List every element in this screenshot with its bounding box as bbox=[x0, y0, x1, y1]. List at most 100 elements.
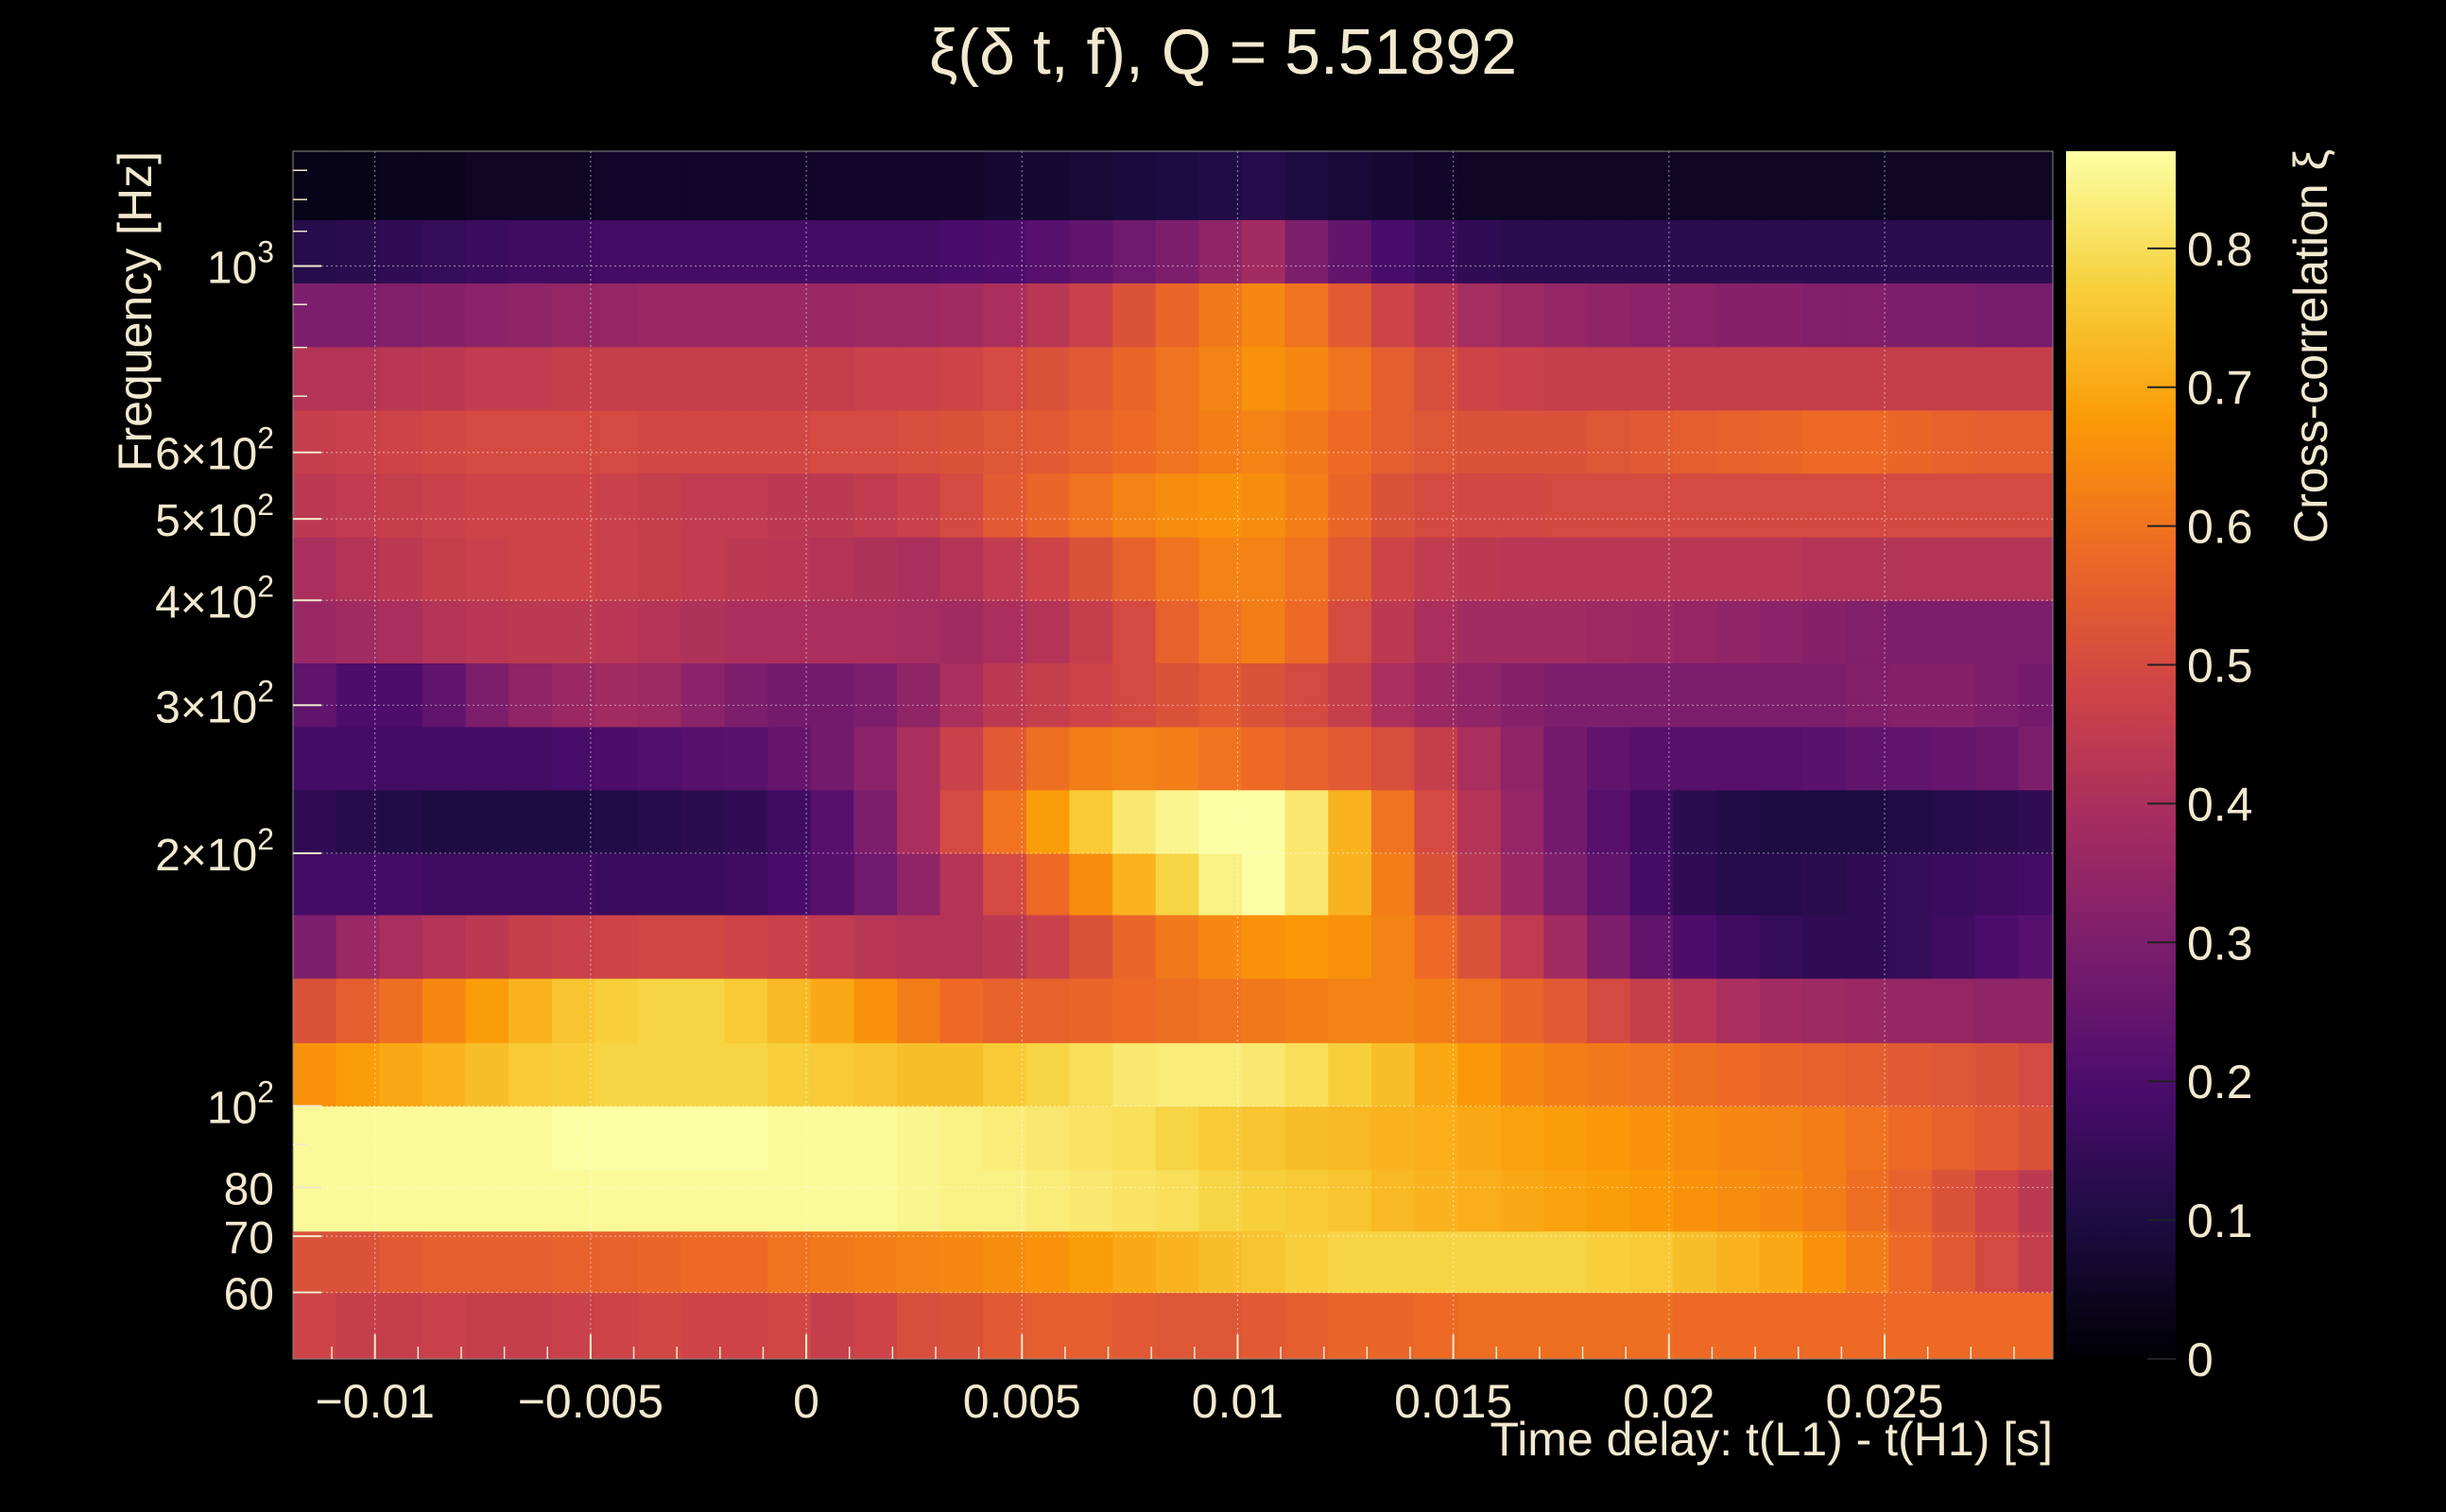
heatmap-cell bbox=[1587, 978, 1631, 1043]
heatmap-cell bbox=[1198, 726, 1243, 791]
heatmap-cell bbox=[939, 151, 984, 220]
heatmap-cell bbox=[379, 1106, 423, 1171]
heatmap-cell bbox=[1414, 852, 1458, 916]
heatmap-cell bbox=[2018, 283, 2054, 348]
heatmap-cell bbox=[983, 600, 1027, 664]
heatmap-cell bbox=[1932, 1169, 1976, 1232]
heatmap-cell bbox=[336, 283, 380, 348]
heatmap-cell bbox=[939, 978, 984, 1043]
heatmap-cell bbox=[1198, 914, 1243, 979]
heatmap-cell bbox=[853, 346, 898, 411]
heatmap-cell bbox=[638, 1042, 682, 1108]
heatmap-cell bbox=[1587, 1230, 1631, 1294]
heatmap-cell bbox=[767, 151, 812, 220]
y-tick-label: 2×102 bbox=[155, 822, 274, 881]
heatmap-cell bbox=[336, 1169, 380, 1232]
heatmap-cell bbox=[853, 726, 898, 791]
heatmap-cell bbox=[680, 1169, 725, 1232]
heatmap-cell bbox=[1112, 1106, 1157, 1171]
heatmap-cell bbox=[1500, 662, 1545, 728]
heatmap-cell bbox=[2018, 1169, 2054, 1232]
heatmap-cell bbox=[508, 283, 553, 348]
heatmap-cell bbox=[1673, 789, 1717, 854]
heatmap-cell bbox=[1414, 1292, 1458, 1360]
heatmap-cell bbox=[1112, 726, 1157, 791]
heatmap-cell bbox=[293, 1169, 337, 1232]
heatmap-cell bbox=[422, 151, 467, 220]
heatmap-cell bbox=[1069, 1230, 1113, 1294]
heatmap-cell bbox=[1543, 283, 1588, 348]
heatmap-cell bbox=[336, 151, 380, 220]
heatmap-cell bbox=[1759, 1042, 1803, 1108]
heatmap-cell bbox=[983, 1106, 1027, 1171]
heatmap-cell bbox=[379, 914, 423, 979]
heatmap-cell bbox=[1802, 1106, 1847, 1171]
heatmap-cell bbox=[594, 1042, 639, 1108]
heatmap-cell bbox=[853, 662, 898, 728]
heatmap-cell bbox=[853, 600, 898, 664]
heatmap-cell bbox=[551, 1169, 596, 1232]
heatmap-cell bbox=[680, 283, 725, 348]
heatmap-cell bbox=[853, 1230, 898, 1294]
heatmap-cell bbox=[594, 537, 639, 601]
heatmap-cell bbox=[1974, 662, 2020, 728]
heatmap-cell bbox=[1932, 472, 1976, 538]
heatmap-cell bbox=[1629, 600, 1674, 664]
heatmap-cell bbox=[379, 537, 423, 601]
heatmap-cell bbox=[551, 151, 596, 220]
heatmap-cell bbox=[422, 726, 467, 791]
heatmap-cell bbox=[1112, 600, 1157, 664]
heatmap-cell bbox=[1629, 1106, 1674, 1171]
heatmap-cell bbox=[1069, 537, 1113, 601]
heatmap-cell bbox=[810, 537, 854, 601]
heatmap-cell bbox=[939, 726, 984, 791]
heatmap-cell bbox=[465, 151, 509, 220]
heatmap-cell bbox=[1500, 789, 1545, 854]
heatmap-cell bbox=[1112, 346, 1157, 411]
heatmap-cell bbox=[1155, 914, 1199, 979]
heatmap-cell bbox=[465, 219, 509, 284]
heatmap-cell bbox=[1932, 1042, 1976, 1108]
heatmap-cell bbox=[1673, 409, 1717, 474]
heatmap-cell bbox=[1198, 662, 1243, 728]
heatmap-cell bbox=[1242, 1169, 1286, 1232]
heatmap-cell bbox=[1457, 726, 1502, 791]
heatmap-cell bbox=[1716, 1106, 1761, 1171]
heatmap-cell bbox=[983, 346, 1027, 411]
heatmap-cell bbox=[1543, 726, 1588, 791]
heatmap-cell bbox=[1629, 852, 1674, 916]
heatmap-cell bbox=[1198, 537, 1243, 601]
heatmap-cell bbox=[810, 1230, 854, 1294]
heatmap-cell bbox=[1414, 1106, 1458, 1171]
heatmap-cell bbox=[422, 1230, 467, 1294]
heatmap-cell bbox=[1716, 978, 1761, 1043]
heatmap-cell bbox=[680, 1106, 725, 1171]
heatmap-cell bbox=[379, 1230, 423, 1294]
heatmap-cell bbox=[594, 472, 639, 538]
heatmap-cell bbox=[1112, 537, 1157, 601]
heatmap-cell bbox=[1414, 283, 1458, 348]
heatmap-cell bbox=[1328, 1292, 1372, 1360]
heatmap-cell bbox=[1543, 151, 1588, 220]
heatmap-cell bbox=[1500, 1292, 1545, 1360]
heatmap-cell bbox=[508, 789, 553, 854]
heatmap-cell bbox=[853, 409, 898, 474]
heatmap-cell bbox=[1543, 409, 1588, 474]
heatmap-cell bbox=[1069, 914, 1113, 979]
heatmap-cell bbox=[1457, 1106, 1502, 1171]
heatmap-cell bbox=[2018, 219, 2054, 284]
heatmap-cell bbox=[422, 283, 467, 348]
heatmap-cell bbox=[983, 726, 1027, 791]
heatmap-cell bbox=[1069, 662, 1113, 728]
heatmap-cell bbox=[1587, 283, 1631, 348]
heatmap-cell bbox=[1500, 726, 1545, 791]
heatmap-cell bbox=[1543, 852, 1588, 916]
heatmap-cell bbox=[1155, 537, 1199, 601]
heatmap-cell bbox=[1025, 219, 1071, 284]
heatmap-cell bbox=[1242, 600, 1286, 664]
heatmap-cell bbox=[1025, 537, 1071, 601]
heatmap-cell bbox=[896, 852, 941, 916]
heatmap-cell bbox=[1802, 852, 1847, 916]
heatmap-cell bbox=[551, 283, 596, 348]
heatmap-cell bbox=[465, 978, 509, 1043]
